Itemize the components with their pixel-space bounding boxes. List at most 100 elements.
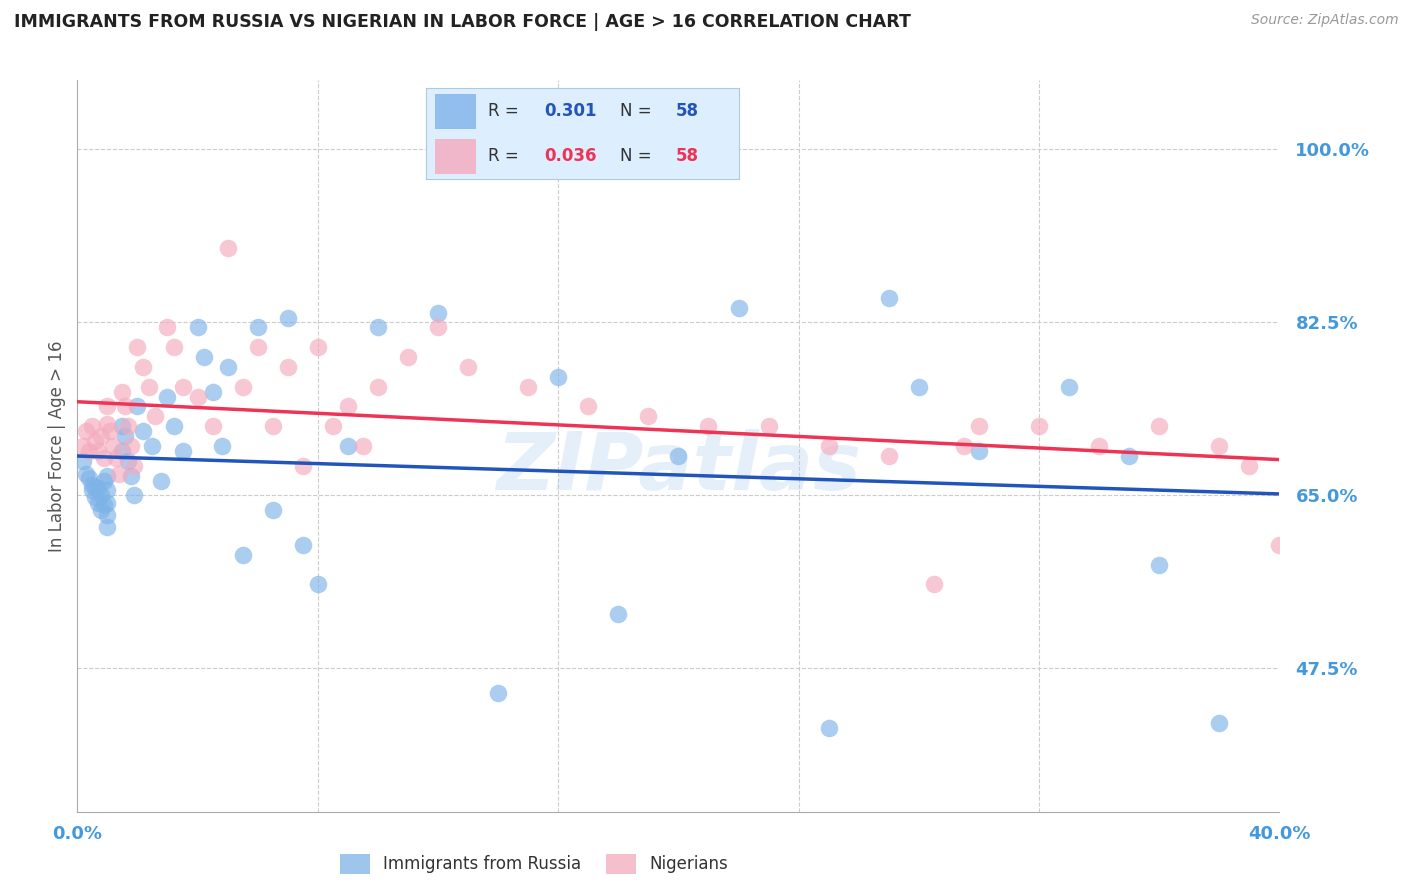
Point (72, 454, 94, 468)
Point (217, 241, 239, 255)
Point (727, 301, 749, 315)
Point (93, 450, 115, 465)
Point (486, 686, 509, 700)
Point (246, 340, 269, 354)
Point (84, 434, 107, 448)
Point (96, 496, 118, 510)
Point (96, 520, 118, 534)
Point (105, 450, 128, 465)
Point (817, 721, 839, 735)
Point (307, 577, 329, 591)
Point (87, 444, 110, 458)
Point (82, 477, 104, 491)
Point (127, 340, 149, 354)
Point (277, 359, 299, 374)
Point (96, 400, 118, 414)
Point (87, 481, 110, 495)
Point (162, 419, 184, 434)
Point (427, 320, 450, 334)
Point (817, 439, 839, 453)
Point (117, 454, 139, 468)
Point (967, 444, 990, 458)
Point (291, 458, 314, 473)
Point (82, 419, 104, 434)
Point (576, 400, 599, 414)
Point (322, 419, 344, 434)
Point (758, 419, 780, 434)
Point (120, 439, 142, 453)
Point (141, 439, 163, 453)
Point (84, 491, 107, 505)
Point (96, 468, 118, 483)
Point (84, 479, 107, 493)
Point (108, 467, 131, 481)
Point (93, 498, 115, 512)
Point (1239, 458, 1261, 473)
Point (307, 340, 329, 354)
Point (72, 439, 94, 453)
Point (87, 496, 110, 510)
Point (352, 439, 374, 453)
Point (172, 444, 194, 458)
Point (367, 320, 389, 334)
Point (367, 380, 389, 394)
Point (172, 380, 194, 394)
Point (1149, 558, 1171, 572)
Point (217, 359, 239, 374)
Point (150, 474, 173, 488)
Point (93, 474, 115, 488)
Point (211, 439, 233, 453)
Point (922, 577, 945, 591)
Point (967, 419, 990, 434)
Point (877, 449, 900, 463)
Point (201, 384, 224, 399)
Point (111, 444, 134, 458)
Point (637, 409, 659, 424)
Point (201, 419, 224, 434)
Point (517, 380, 540, 394)
Point (114, 429, 136, 443)
Point (82, 483, 104, 498)
Point (132, 424, 155, 438)
Point (111, 384, 134, 399)
Point (127, 400, 149, 414)
Point (877, 291, 900, 305)
Point (156, 390, 179, 404)
Point (668, 449, 690, 463)
Point (291, 538, 314, 552)
Point (1208, 715, 1230, 730)
Point (75, 467, 97, 481)
Point (96, 417, 118, 432)
Point (262, 419, 284, 434)
Point (908, 380, 931, 394)
Point (145, 409, 167, 424)
Point (75, 424, 97, 438)
Point (96, 508, 118, 523)
Point (1118, 449, 1140, 463)
Point (427, 305, 450, 319)
Point (277, 310, 299, 325)
Point (232, 380, 254, 394)
Text: IMMIGRANTS FROM RUSSIA VS NIGERIAN IN LABOR FORCE | AGE > 16 CORRELATION CHART: IMMIGRANTS FROM RUSSIA VS NIGERIAN IN LA… (14, 13, 911, 31)
Point (1088, 439, 1111, 453)
Point (457, 359, 479, 374)
Point (138, 380, 160, 394)
Point (120, 468, 142, 483)
Point (232, 548, 254, 562)
Point (124, 458, 146, 473)
Point (336, 400, 359, 414)
Point (697, 419, 720, 434)
Point (132, 359, 155, 374)
Point (1268, 538, 1291, 552)
Point (246, 320, 269, 334)
Point (90, 503, 112, 517)
Point (79, 470, 101, 484)
Point (96, 483, 118, 498)
Point (607, 607, 630, 621)
Point (1057, 380, 1080, 394)
Point (336, 439, 359, 453)
Point (162, 340, 184, 354)
Point (124, 488, 146, 502)
Text: ZIPatlas: ZIPatlas (496, 429, 860, 507)
Point (90, 429, 112, 443)
